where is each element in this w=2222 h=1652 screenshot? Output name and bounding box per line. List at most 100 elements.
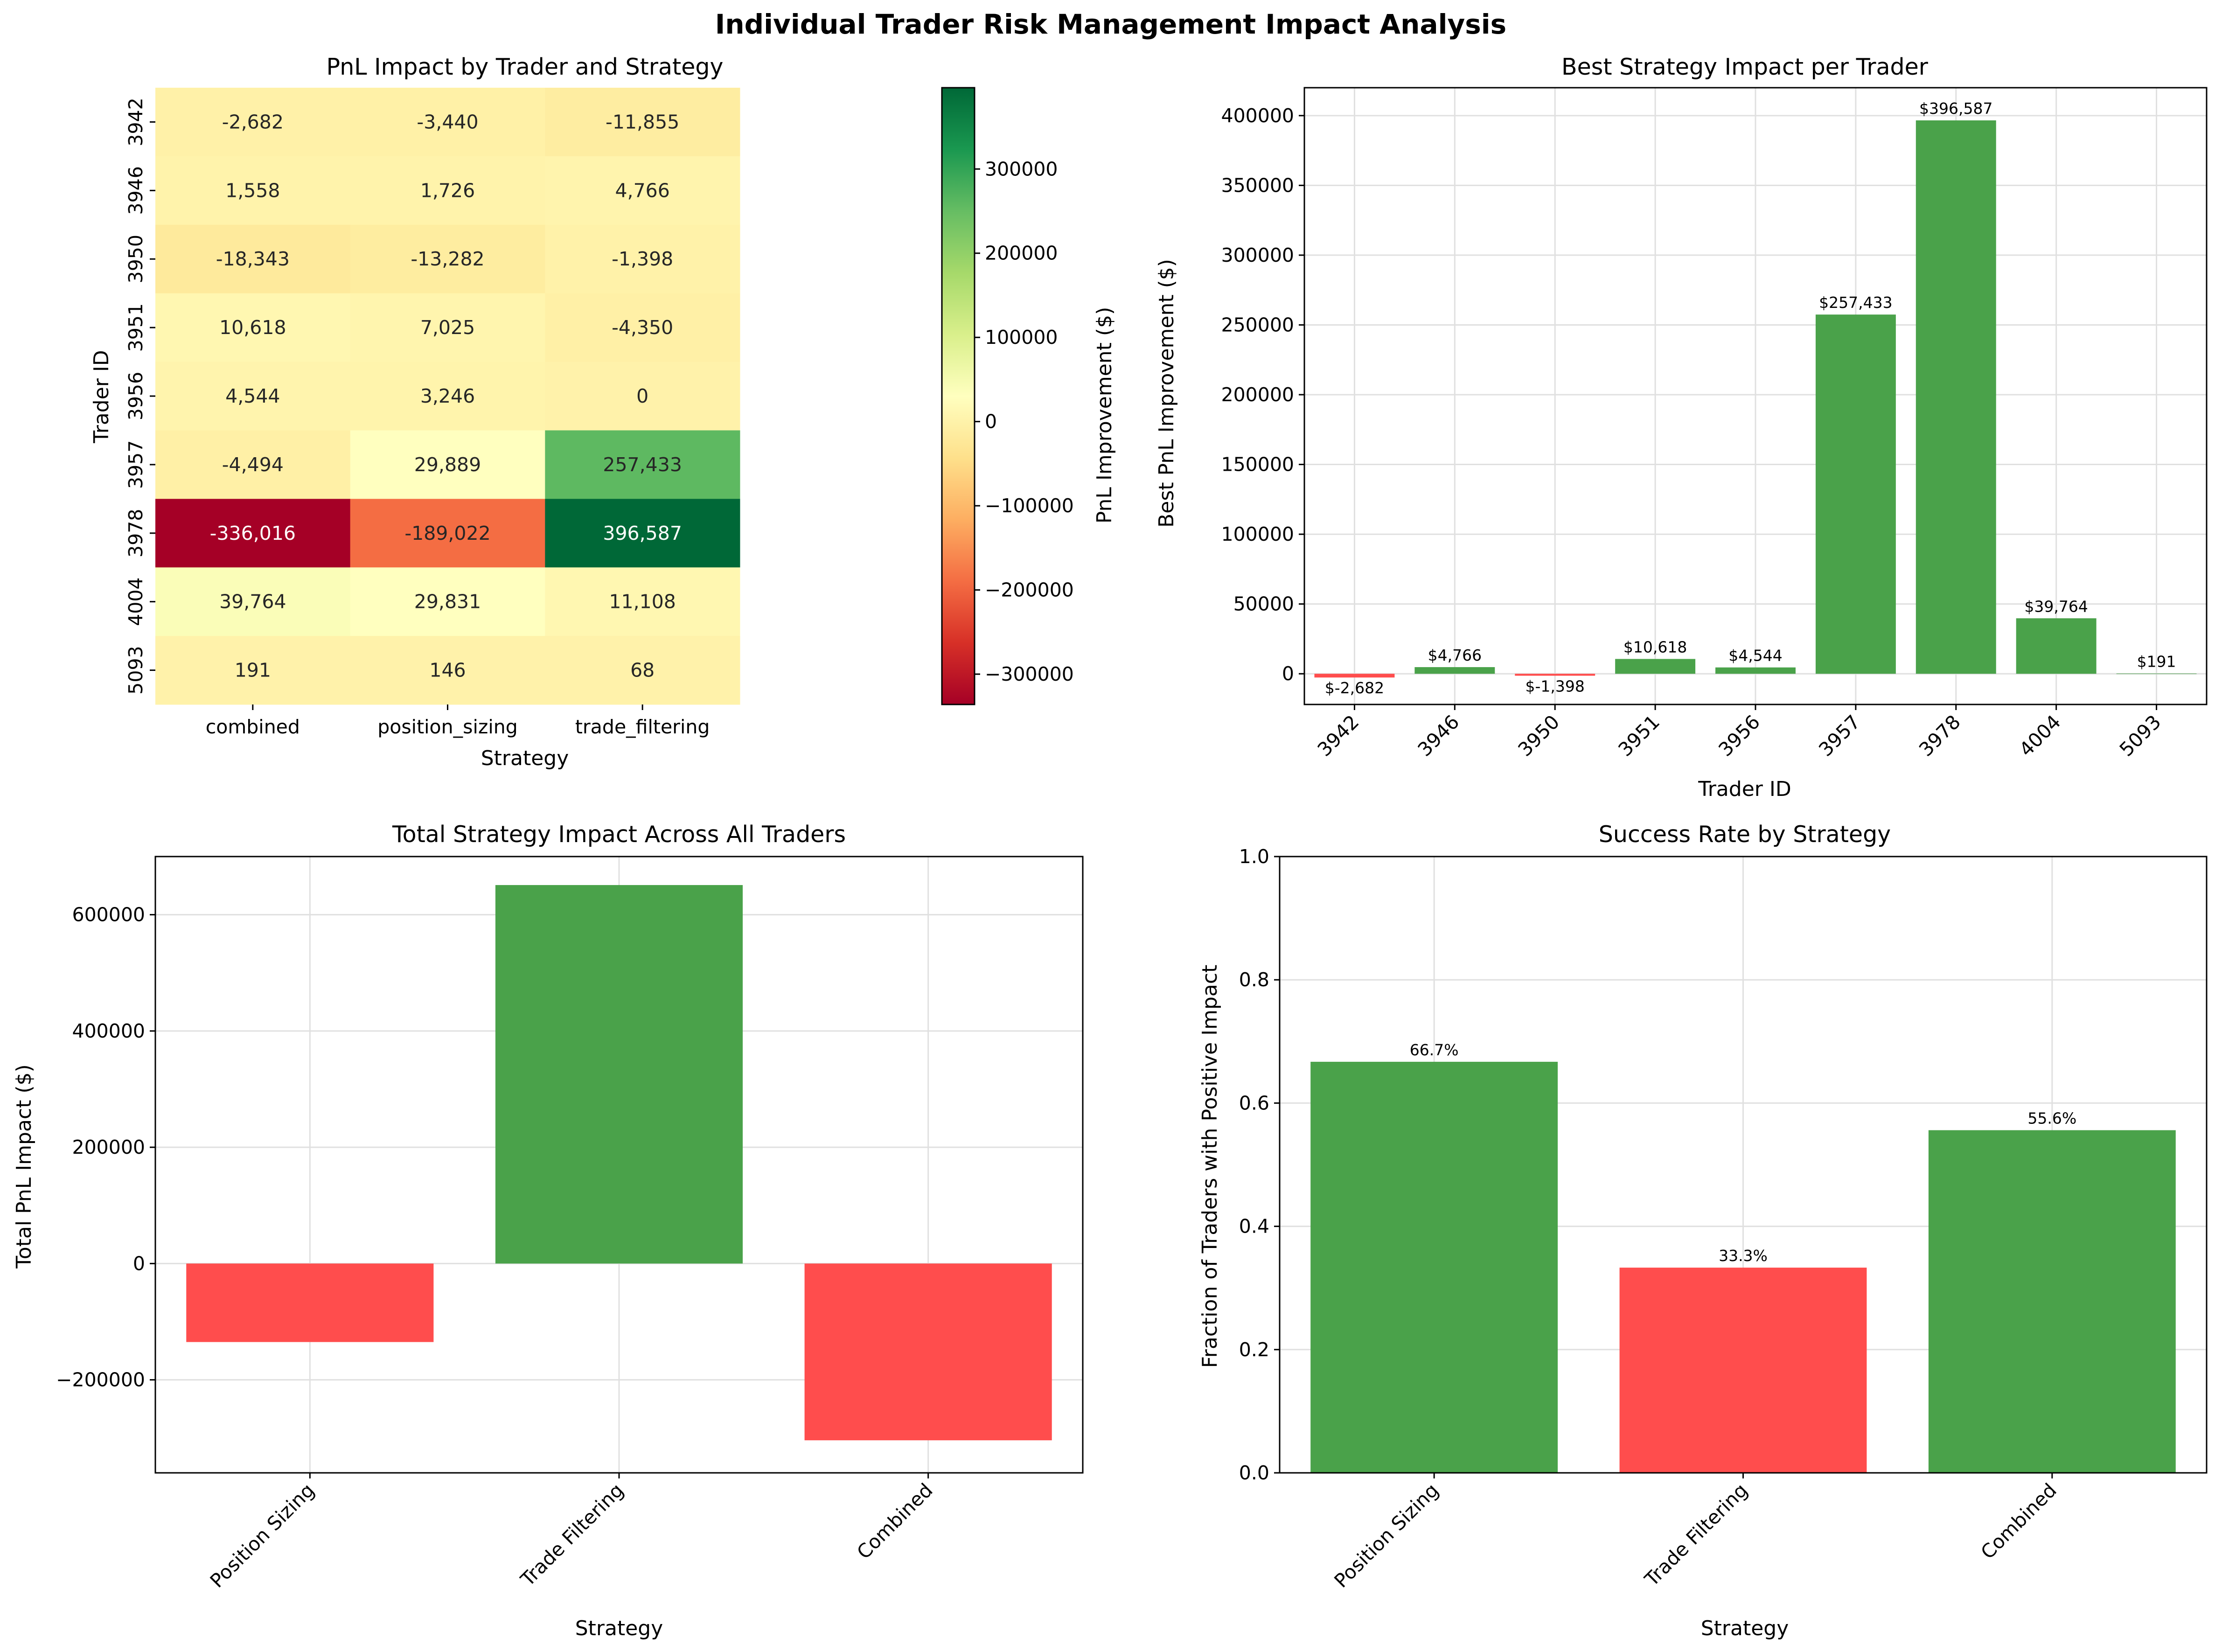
heatmap-cell-label: 3,246: [420, 385, 475, 407]
y-tick-label: 0: [1282, 662, 1294, 685]
y-tick-label: 0.2: [1239, 1338, 1269, 1361]
heatmap-x-tick-label: combined: [206, 716, 300, 738]
total-impact-y-axis-label: Total PnL Impact ($): [12, 1064, 36, 1269]
heatmap-y-tick-label: 5093: [125, 646, 147, 694]
bar-value-label: $396,587: [1919, 99, 1992, 118]
bar-value-label: $-2,682: [1325, 679, 1384, 697]
heatmap-y-tick-label: 3978: [125, 509, 147, 558]
bar: [1310, 1061, 1558, 1473]
y-tick-label: 150000: [1221, 453, 1294, 476]
heatmap-cell: [545, 499, 740, 568]
heatmap-cell: [155, 499, 351, 568]
heatmap-cell-label: 68: [630, 659, 655, 682]
heatmap-cell-label: -4,494: [222, 453, 284, 476]
heatmap-y-tick-label: 3946: [125, 166, 147, 215]
best-strategy-title: Best Strategy Impact per Trader: [1561, 54, 1929, 80]
heatmap-cell-label: 1,558: [225, 179, 280, 202]
heatmap-y-tick-label: 3942: [125, 98, 147, 146]
heatmap-cell-label: -18,343: [216, 248, 290, 270]
heatmap-cell: [350, 430, 545, 499]
y-tick-label: 600000: [72, 904, 145, 926]
heatmap-cell-label: 7,025: [420, 316, 475, 339]
success-rate-y-axis-label: Fraction of Traders with Positive Impact: [1198, 965, 1222, 1368]
heatmap-y-tick-label: 4004: [125, 577, 147, 626]
y-tick-label: 400000: [72, 1020, 145, 1042]
bar-value-label: $39,764: [2024, 597, 2088, 615]
bar: [804, 1263, 1052, 1441]
y-tick-label: 0.8: [1239, 969, 1269, 991]
heatmap-cell-label: 4,544: [225, 385, 280, 407]
heatmap-cell-label: 0: [636, 385, 648, 407]
bar: [1515, 674, 1595, 676]
total-impact-x-axis-label: Strategy: [575, 1617, 663, 1640]
heatmap-cell-label: 191: [235, 659, 271, 682]
heatmap-y-axis-label: Trader ID: [90, 350, 113, 443]
heatmap-cell-label: -1,398: [612, 248, 673, 270]
bar: [1615, 659, 1696, 674]
y-tick-label: 400000: [1221, 105, 1294, 127]
heatmap-cell: [545, 636, 740, 705]
best-strategy-y-axis-label: Best PnL Improvement ($): [1155, 259, 1178, 528]
bar-value-label: 33.3%: [1719, 1247, 1768, 1265]
heatmap-cell-label: 10,618: [219, 316, 286, 339]
best-strategy-x-axis-label: Trader ID: [1698, 777, 1791, 801]
heatmap-x-tick-label: position_sizing: [377, 716, 518, 738]
heatmap-cell: [155, 567, 351, 636]
colorbar-tick-label: −200000: [985, 579, 1074, 601]
heatmap-cell-label: 396,587: [603, 522, 682, 544]
heatmap-cell: [350, 636, 545, 705]
y-tick-label: 100000: [1221, 523, 1294, 545]
heatmap-cell: [350, 156, 545, 225]
bar-value-label: 55.6%: [2027, 1109, 2076, 1128]
bar: [2016, 618, 2097, 674]
y-tick-label: 300000: [1221, 244, 1294, 266]
heatmap-cell-label: 1,726: [420, 179, 475, 202]
heatmap-cell: [350, 224, 545, 294]
colorbar-tick-label: 300000: [985, 158, 1058, 180]
y-tick-label: 250000: [1221, 314, 1294, 336]
bar: [495, 885, 743, 1264]
heatmap-cell-label: 29,889: [414, 453, 481, 476]
y-tick-label: 0.0: [1239, 1462, 1269, 1484]
heatmap-cell-label: 39,764: [219, 591, 286, 613]
y-tick-label: 50000: [1233, 593, 1294, 615]
heatmap-y-tick-label: 3956: [125, 372, 147, 420]
heatmap-title: PnL Impact by Trader and Strategy: [327, 54, 724, 80]
figure-title: Individual Trader Risk Management Impact…: [715, 8, 1506, 40]
bar-value-label: $10,618: [1623, 638, 1687, 656]
heatmap-cell: [545, 293, 740, 362]
y-tick-label: 350000: [1221, 174, 1294, 196]
bar: [1916, 120, 1996, 674]
success-rate-title: Success Rate by Strategy: [1599, 821, 1891, 848]
heatmap-y-tick-label: 3950: [125, 235, 147, 283]
colorbar-frame: [941, 87, 975, 705]
heatmap-cell: [155, 293, 351, 362]
bar: [1314, 674, 1395, 678]
heatmap-cell-label: 11,108: [609, 591, 676, 613]
y-tick-label: 200000: [1221, 383, 1294, 406]
bar-value-label: $4,766: [1428, 646, 1482, 664]
colorbar-tick-label: −300000: [985, 663, 1074, 685]
heatmap-cell-label: -336,016: [210, 522, 296, 544]
y-tick-label: −200000: [56, 1369, 145, 1391]
heatmap-cell: [350, 567, 545, 636]
heatmap-cell: [155, 156, 351, 225]
heatmap-cell-label: -2,682: [222, 111, 284, 133]
heatmap-cell: [545, 430, 740, 499]
heatmap-cell: [545, 362, 740, 431]
bar-value-label: $4,544: [1728, 647, 1782, 665]
heatmap-colorbar: 300000 200000 100000 0 −100000 −200000 −300000: [941, 87, 1074, 705]
colorbar-tick-label: 100000: [985, 326, 1058, 349]
success-rate-x-axis-label: Strategy: [1701, 1617, 1789, 1640]
heatmap-cell: [155, 224, 351, 294]
heatmap-cell-label: -13,282: [411, 248, 484, 270]
bar: [1414, 667, 1495, 674]
heatmap-cell-label: 257,433: [603, 453, 682, 476]
heatmap-y-tick-label: 3951: [125, 303, 147, 352]
heatmap-x-ticks: combined position_sizing trade_filtering: [206, 704, 710, 738]
heatmap-cell-label: 146: [429, 659, 466, 682]
heatmap-cell: [350, 499, 545, 568]
heatmap-x-tick-label: trade_filtering: [575, 716, 710, 738]
y-tick-label: 200000: [72, 1136, 145, 1158]
